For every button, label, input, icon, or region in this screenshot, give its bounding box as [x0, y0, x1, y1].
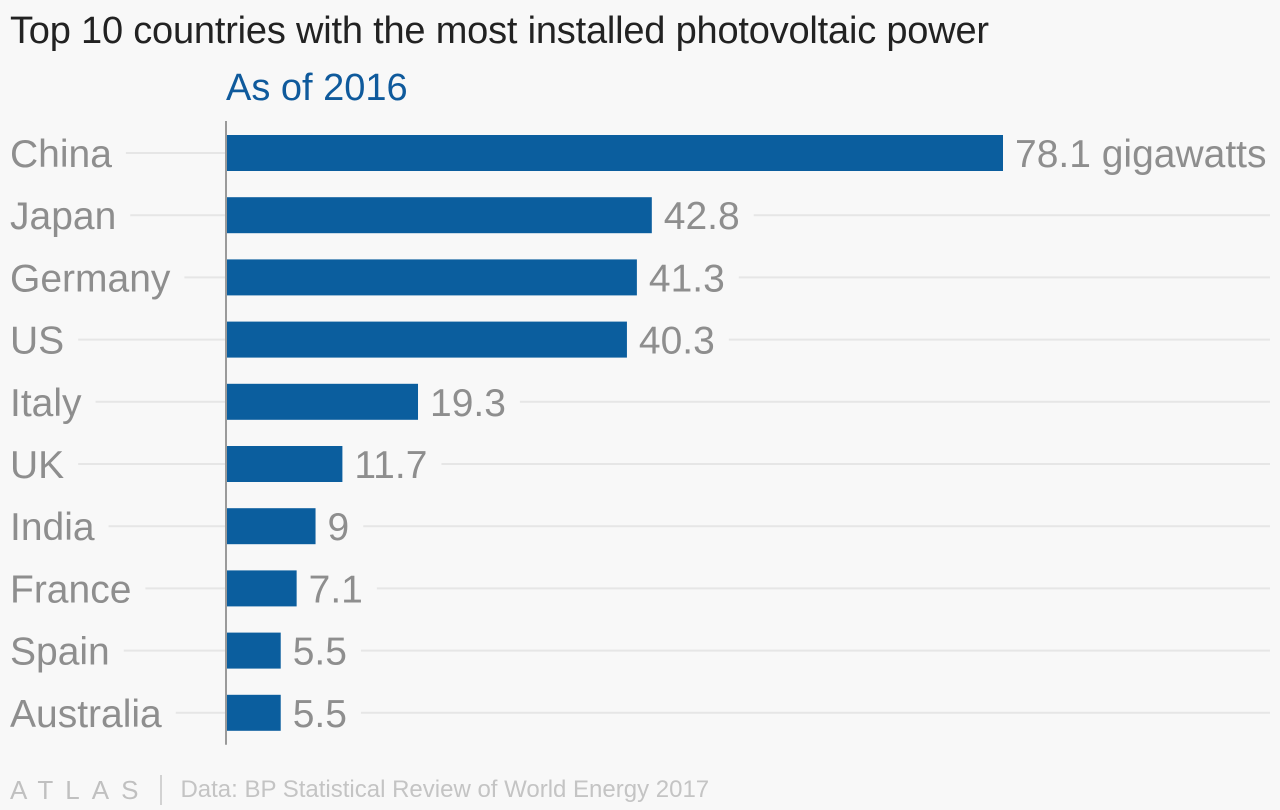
atlas-logo: ATLAS — [10, 774, 151, 805]
value-label: 78.1 gigawatts — [1015, 133, 1267, 176]
category-label: China — [10, 133, 112, 176]
value-label: 7.1 — [309, 568, 363, 611]
bar — [226, 446, 343, 482]
bar — [226, 321, 627, 358]
category-label: France — [10, 568, 131, 611]
category-label: Spain — [10, 631, 110, 674]
category-label: UK — [10, 444, 64, 487]
value-label: 5.5 — [293, 693, 347, 736]
bar — [226, 694, 281, 731]
value-label: 42.8 — [664, 195, 740, 238]
bar — [226, 570, 297, 607]
source-note: Data: BP Statistical Review of World Ene… — [180, 776, 710, 803]
value-label: 9 — [328, 506, 350, 549]
category-label: US — [10, 320, 64, 363]
chart-title: Top 10 countries with the most installed… — [10, 10, 989, 52]
category-label: Italy — [10, 382, 82, 425]
value-label: 41.3 — [649, 257, 725, 300]
category-label: Australia — [10, 693, 162, 736]
value-label: 40.3 — [639, 320, 715, 363]
category-label: Japan — [10, 195, 116, 238]
chart-subtitle: As of 2016 — [226, 67, 408, 109]
footer-divider — [160, 775, 163, 805]
value-label: 5.5 — [293, 631, 347, 674]
chart-footer: ATLAS Data: BP Statistical Review of Wor… — [10, 770, 709, 810]
value-label: 19.3 — [430, 382, 506, 425]
category-label: Germany — [10, 257, 171, 300]
value-label: 11.7 — [354, 444, 427, 487]
bar — [226, 632, 281, 669]
bar — [226, 197, 652, 234]
bar — [226, 383, 419, 420]
bar — [226, 135, 1003, 171]
category-label: India — [10, 506, 95, 549]
bar — [226, 259, 637, 296]
bar-chart: China 78.1 gigawatts Japan 42.8 Germany 41.3 U… — [10, 121, 1270, 745]
bar — [226, 508, 316, 545]
